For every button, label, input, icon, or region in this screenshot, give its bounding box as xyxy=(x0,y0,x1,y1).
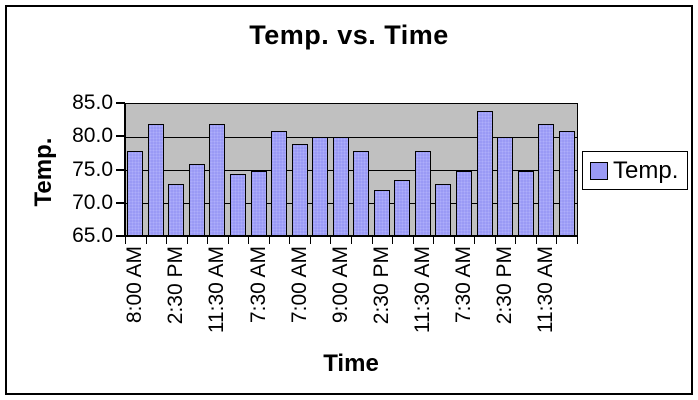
x-tick-22 xyxy=(577,237,578,244)
chart-border xyxy=(5,5,693,395)
x-axis-line xyxy=(124,235,577,237)
x-tick-3 xyxy=(186,237,188,244)
y-tick-80 xyxy=(116,135,125,138)
y-tick-75 xyxy=(116,168,125,171)
x-tick-21 xyxy=(556,237,558,244)
gridline-70 xyxy=(125,203,577,205)
x-tick-2 xyxy=(166,237,168,244)
bar-10 xyxy=(312,137,329,237)
x-tick-label-10: 2:30 PM xyxy=(493,246,517,325)
bar-3 xyxy=(168,183,185,237)
legend-series-marker-icon xyxy=(590,161,608,180)
bar-8 xyxy=(271,130,288,237)
bar-22 xyxy=(558,130,575,237)
bar-21 xyxy=(538,123,555,237)
y-tick-label-75: 75.0 xyxy=(72,157,113,181)
x-tick-16 xyxy=(453,237,455,244)
bar-20 xyxy=(517,170,534,237)
bar-2 xyxy=(147,123,164,237)
x-tick-4 xyxy=(207,237,209,244)
x-tick-11 xyxy=(351,237,352,244)
x-tick-1 xyxy=(145,237,147,244)
bar-9 xyxy=(291,143,308,237)
gridline-75 xyxy=(125,170,577,171)
x-tick-18 xyxy=(494,237,496,244)
x-tick-label-4: 7:30 AM xyxy=(246,246,270,324)
x-tick-14 xyxy=(412,237,414,244)
y-tick-70 xyxy=(116,201,125,204)
y-tick-label-65: 65.0 xyxy=(72,224,113,247)
chart-title: Temp. vs. Time xyxy=(249,20,449,50)
x-tick-label-5: 7:00 AM xyxy=(287,246,311,324)
y-tick-85 xyxy=(116,102,125,104)
bar-7 xyxy=(250,170,267,237)
x-tick-10 xyxy=(330,237,332,244)
x-tick-label-8: 11:30 AM xyxy=(410,246,434,334)
gridline-80 xyxy=(125,136,577,138)
bar-13 xyxy=(373,190,390,237)
bar-11 xyxy=(332,137,349,237)
bar-4 xyxy=(188,163,205,237)
bar-12 xyxy=(353,150,370,237)
x-tick-12 xyxy=(371,237,373,244)
x-tick-0 xyxy=(125,237,126,244)
x-tick-7 xyxy=(268,237,270,244)
x-tick-17 xyxy=(474,237,476,244)
x-tick-15 xyxy=(433,237,435,244)
legend: Temp. xyxy=(582,151,688,190)
x-tick-5 xyxy=(227,237,229,244)
x-tick-label-11: 11:30 AM xyxy=(534,246,558,334)
y-tick-label-85: 85.0 xyxy=(72,91,113,114)
x-tick-13 xyxy=(392,237,394,244)
x-tick-label-2: 2:30 PM xyxy=(164,246,188,325)
bar-17 xyxy=(456,170,472,237)
x-tick-label-1: 8:00 AM xyxy=(123,246,147,324)
bar-19 xyxy=(497,137,514,237)
x-tick-label-6: 9:00 AM xyxy=(328,246,352,324)
x-tick-label-9: 7:30 AM xyxy=(452,246,475,324)
bar-16 xyxy=(435,183,452,237)
x-tick-6 xyxy=(248,237,250,244)
bar-15 xyxy=(414,150,431,237)
bar-1 xyxy=(127,150,144,237)
x-tick-label-7: 2:30 PM xyxy=(369,246,393,325)
y-tick-label-80: 80.0 xyxy=(72,124,113,148)
x-tick-label-3: 11:30 AM xyxy=(205,246,229,334)
bar-18 xyxy=(476,110,493,237)
bar-14 xyxy=(394,180,411,237)
x-tick-9 xyxy=(309,237,311,244)
x-tick-8 xyxy=(289,237,291,244)
x-tick-19 xyxy=(515,237,517,244)
legend-series-label: Temp. xyxy=(613,156,679,184)
bar-5 xyxy=(209,123,226,237)
y-tick-65 xyxy=(116,235,125,237)
y-tick-label-70: 70.0 xyxy=(72,190,113,214)
plot-area xyxy=(125,103,578,237)
bar-6 xyxy=(230,173,246,237)
x-tick-20 xyxy=(535,237,537,244)
x-axis-title: Time xyxy=(323,350,379,377)
y-axis-line xyxy=(124,103,126,237)
